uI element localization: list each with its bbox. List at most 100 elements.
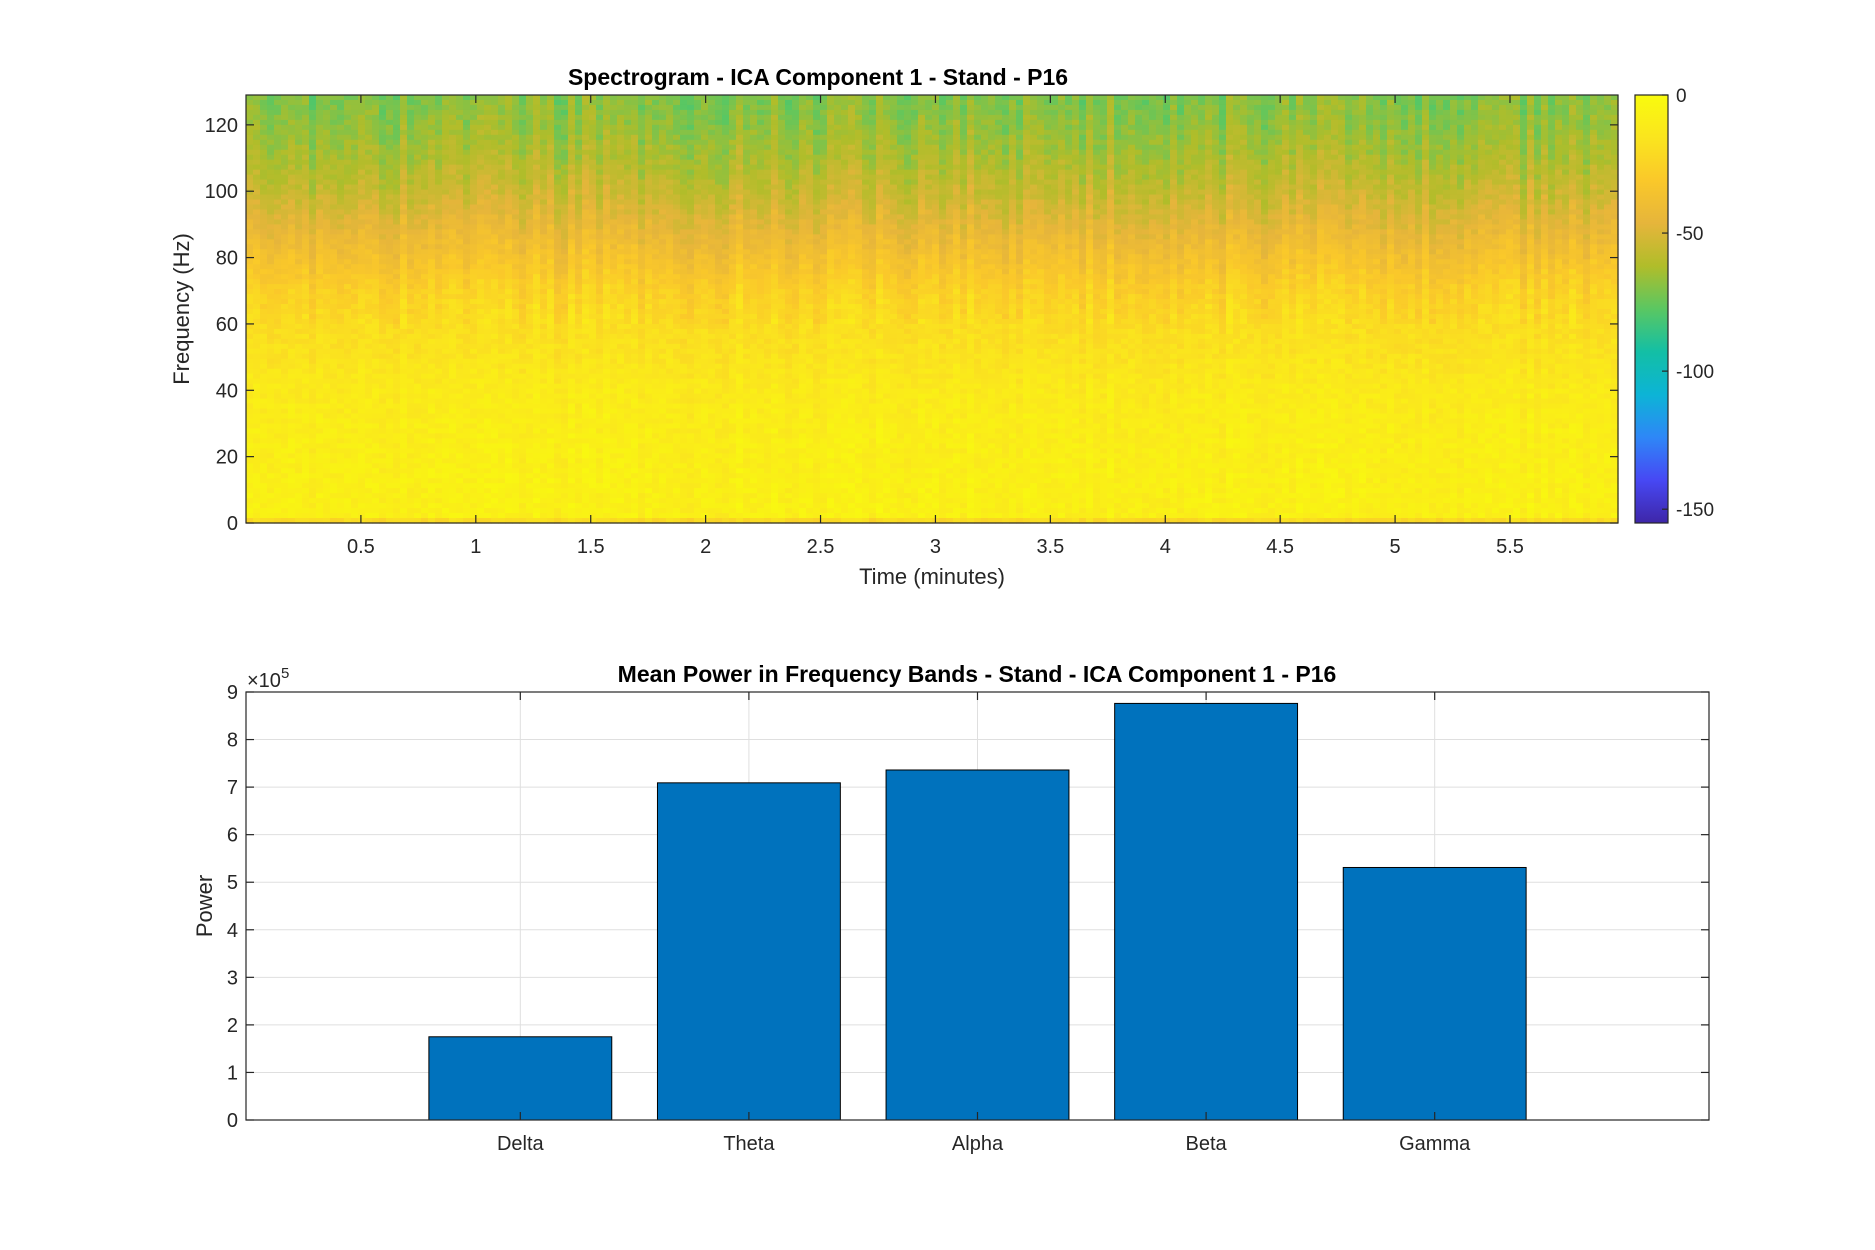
spectrogram-cell <box>456 323 464 330</box>
spectrogram-cell <box>477 269 485 275</box>
spectrogram-cell <box>456 229 464 235</box>
spectrogram-cell <box>365 368 373 375</box>
spectrogram-cell <box>491 144 499 151</box>
spectrogram-cell <box>498 328 506 335</box>
spectrogram-cell <box>407 378 415 385</box>
spectrogram-cell <box>575 398 583 405</box>
spectrogram-cell <box>407 488 415 494</box>
spectrogram-cell <box>344 433 352 439</box>
spectrogram-cell <box>295 328 303 335</box>
spectrogram-cell <box>442 259 450 265</box>
spectrogram-cell <box>295 358 303 365</box>
spectrogram-cell <box>554 338 562 345</box>
spectrogram-cell <box>393 99 401 106</box>
spectrogram-cell <box>407 259 415 265</box>
spectrogram-cell <box>281 468 289 474</box>
spectrogram-cell <box>407 144 415 151</box>
spectrogram-cell <box>568 209 576 216</box>
spectrogram-cell <box>421 353 429 360</box>
spectrogram-cell <box>393 493 401 499</box>
spectrogram-cell <box>407 139 415 146</box>
spectrogram-cell <box>400 309 408 315</box>
spectrogram-cell <box>400 294 408 300</box>
spectrogram-cell <box>246 104 254 111</box>
spectrogram-cell <box>498 408 506 415</box>
spectrogram-cell <box>463 209 471 216</box>
spectrogram-cell <box>267 184 275 191</box>
spectrogram-cell <box>372 164 380 171</box>
spectrogram-cell <box>393 104 401 111</box>
spectrogram-cell <box>260 95 268 101</box>
spectrogram-cell <box>603 443 611 449</box>
spectrogram-cell <box>547 264 555 270</box>
spectrogram-cell <box>421 413 429 420</box>
spectrogram-cell <box>477 358 485 365</box>
spectrogram-cell <box>456 453 464 459</box>
spectrogram-cell <box>253 259 261 265</box>
spectrogram-cell <box>246 333 254 340</box>
spectrogram-cell <box>463 313 471 320</box>
spectrogram-cell <box>253 343 261 350</box>
spectrogram-cell <box>435 279 443 285</box>
spectrogram-cell <box>533 129 541 136</box>
spectrogram-cell <box>407 229 415 235</box>
spectrogram-cell <box>337 164 345 171</box>
spectrogram-cell <box>505 468 513 474</box>
spectrogram-cell <box>274 119 282 126</box>
spectrogram-cell <box>274 503 282 509</box>
spectrogram-cell <box>575 503 583 509</box>
spectrogram-cell <box>407 363 415 370</box>
spectrogram-cell <box>540 318 548 325</box>
spectrogram-cell <box>358 438 366 444</box>
spectrogram-cell <box>519 119 527 126</box>
spectrogram-cell <box>302 209 310 216</box>
spectrogram-cell <box>596 264 604 270</box>
spectrogram-cell <box>610 229 618 235</box>
spectrogram-cell <box>351 508 359 514</box>
spectrogram-cell <box>379 313 387 320</box>
spectrogram-cell <box>253 214 261 221</box>
spectrogram-cell <box>316 468 324 474</box>
spectrogram-cell <box>295 259 303 265</box>
spectrogram-cell <box>533 124 541 131</box>
spectrogram-cell <box>253 244 261 250</box>
spectrogram-cell <box>638 209 646 216</box>
spectrogram-cell <box>449 493 457 499</box>
spectrogram-cell <box>596 468 604 474</box>
spectrogram-cell <box>533 179 541 186</box>
spectrogram-cell <box>526 368 534 375</box>
spectrogram-cell <box>484 189 492 196</box>
spectrogram-cell <box>288 214 296 221</box>
spectrogram-cell <box>631 383 639 390</box>
spectrogram-cell <box>617 109 625 116</box>
spectrogram-cell <box>617 473 625 479</box>
spectrogram-cell <box>610 194 618 201</box>
spectrogram-cell <box>561 463 569 469</box>
spectrogram-cell <box>351 189 359 196</box>
spectrogram-cell <box>526 204 534 211</box>
spectrogram-cell <box>379 378 387 385</box>
spectrogram-cell <box>386 518 394 524</box>
spectrogram-cell <box>526 498 534 504</box>
spectrogram-cell <box>491 353 499 360</box>
spectrogram-cell <box>407 284 415 290</box>
spectrogram-cell <box>568 508 576 514</box>
spectrogram-cell <box>421 219 429 225</box>
spectrogram-cell <box>456 179 464 186</box>
spectrogram-cell <box>610 184 618 191</box>
spectrogram-cell <box>337 269 345 275</box>
spectrogram-cell <box>253 418 261 425</box>
spectrogram-cell <box>407 194 415 201</box>
spectrogram-cell <box>386 244 394 250</box>
spectrogram-cell <box>358 473 366 479</box>
spectrogram-cell <box>554 269 562 275</box>
spectrogram-cell <box>624 184 632 191</box>
spectrogram-cell <box>638 104 646 111</box>
spectrogram-cell <box>631 313 639 320</box>
spectrogram-cell <box>323 144 331 151</box>
spectrogram-cell <box>505 279 513 285</box>
spectrogram-cell <box>358 204 366 211</box>
spectrogram-cell <box>603 304 611 310</box>
spectrogram-cell <box>498 483 506 489</box>
spectrogram-cell <box>302 438 310 444</box>
